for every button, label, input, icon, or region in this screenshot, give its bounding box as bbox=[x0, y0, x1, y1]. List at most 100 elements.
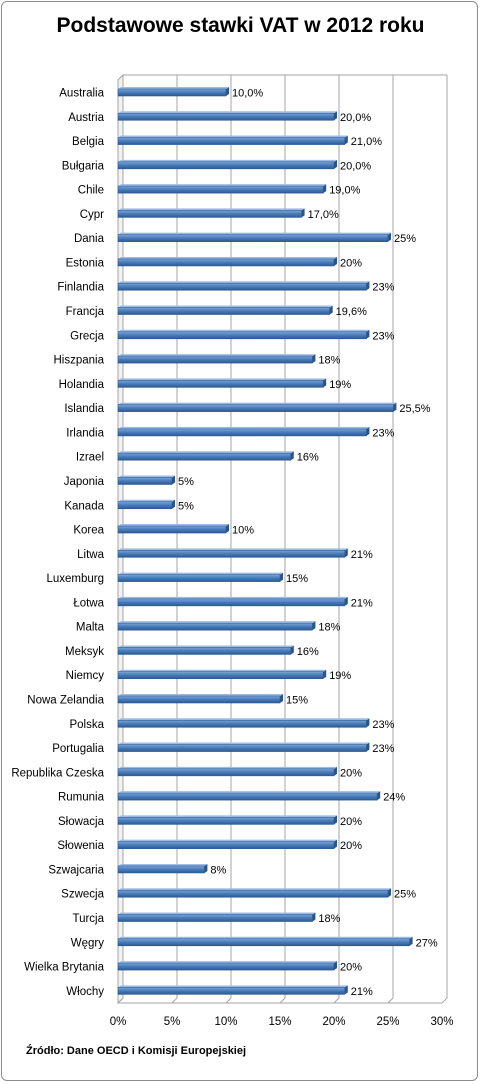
bar-top bbox=[118, 815, 337, 818]
data-label: 21,0% bbox=[351, 136, 382, 148]
bar bbox=[117, 647, 292, 655]
bar-side bbox=[323, 184, 327, 194]
bar bbox=[117, 550, 346, 558]
category-label: Luxemburg bbox=[46, 573, 104, 585]
category-label: Słowacja bbox=[58, 816, 105, 828]
category-label: Rumunia bbox=[58, 792, 105, 804]
bar-top bbox=[118, 426, 370, 429]
category-label: Kanada bbox=[64, 500, 104, 512]
bar bbox=[117, 598, 346, 607]
category-label: Węgry bbox=[71, 937, 104, 949]
bar-side bbox=[366, 742, 370, 752]
category-label: Litwa bbox=[77, 549, 104, 561]
data-label: 10% bbox=[232, 525, 254, 537]
category-label: Francja bbox=[66, 306, 105, 318]
data-label: 24% bbox=[383, 792, 405, 804]
bar-side bbox=[280, 572, 283, 582]
bar-side bbox=[344, 135, 348, 145]
bar-side bbox=[393, 402, 397, 412]
data-label: 5% bbox=[178, 500, 194, 512]
bar bbox=[117, 865, 205, 874]
bar-side bbox=[290, 645, 294, 655]
bar bbox=[117, 525, 227, 534]
x-tick-label: 25% bbox=[376, 1016, 399, 1028]
bar-top bbox=[118, 791, 381, 794]
bar-top bbox=[118, 961, 337, 964]
data-label: 20% bbox=[340, 257, 362, 269]
bar bbox=[117, 817, 335, 825]
bar-top bbox=[118, 621, 316, 624]
bar-top bbox=[118, 645, 294, 648]
bar-side bbox=[366, 718, 370, 728]
bar-top bbox=[118, 669, 327, 672]
data-label: 20% bbox=[340, 767, 362, 779]
category-label: Portugalia bbox=[52, 743, 104, 755]
bar-top bbox=[118, 402, 397, 405]
bar-top bbox=[118, 548, 348, 551]
category-label: Słowenia bbox=[57, 840, 104, 852]
category-label: Finlandia bbox=[57, 282, 104, 294]
category-label: Włochy bbox=[66, 986, 104, 998]
bar bbox=[117, 307, 330, 315]
source-note: Źródło: Dane OECD i Komisji Europejskiej bbox=[26, 1045, 247, 1057]
data-label: 17,0% bbox=[308, 209, 339, 221]
chart-title: Podstawowe stawki VAT w 2012 roku bbox=[56, 14, 425, 37]
bar-top bbox=[118, 766, 337, 769]
data-label: 20,0% bbox=[340, 160, 371, 172]
bar-top bbox=[118, 451, 294, 454]
gridline-floor bbox=[333, 997, 340, 1004]
bar-top bbox=[118, 596, 348, 599]
bar bbox=[117, 161, 335, 170]
bar-top bbox=[118, 281, 370, 284]
data-label: 20,0% bbox=[340, 112, 371, 124]
bar-side bbox=[388, 888, 391, 898]
bar bbox=[117, 987, 346, 995]
bar-side bbox=[329, 305, 333, 315]
bar-side bbox=[344, 548, 348, 558]
x-tick-label: 15% bbox=[268, 1016, 291, 1028]
bar-top bbox=[118, 524, 229, 527]
data-label: 23% bbox=[372, 427, 394, 439]
category-label: Niemcy bbox=[66, 670, 105, 682]
bar-side bbox=[172, 475, 175, 485]
bar-top bbox=[118, 572, 283, 575]
bar-top bbox=[118, 208, 305, 211]
bar bbox=[117, 768, 335, 777]
bar-side bbox=[366, 329, 370, 339]
category-label: Nowa Zelandia bbox=[27, 695, 104, 707]
bar-side bbox=[312, 621, 316, 631]
category-label: Chile bbox=[78, 185, 104, 197]
bar-top bbox=[118, 305, 333, 308]
bar bbox=[117, 234, 389, 242]
data-label: 19% bbox=[329, 379, 351, 391]
bar-top bbox=[118, 329, 370, 332]
data-label: 15% bbox=[286, 573, 308, 585]
bar-side bbox=[334, 839, 337, 849]
bar-top bbox=[118, 87, 229, 89]
data-label: 16% bbox=[297, 452, 319, 464]
bar bbox=[117, 914, 313, 922]
bar-top bbox=[118, 256, 337, 259]
data-label: 27% bbox=[416, 937, 438, 949]
gridline-floor bbox=[171, 997, 178, 1004]
data-label: 16% bbox=[297, 646, 319, 658]
bar-side bbox=[323, 378, 327, 388]
bar bbox=[117, 355, 313, 364]
bar bbox=[117, 695, 281, 704]
bar bbox=[117, 210, 302, 218]
data-label: 23% bbox=[372, 282, 394, 294]
data-label: 5% bbox=[178, 476, 194, 488]
category-label: Dania bbox=[74, 233, 105, 245]
bar bbox=[117, 404, 394, 412]
labels: 0% 5% 10% 15% 20% 25% 30% Australia 10,0% Austria… bbox=[11, 88, 453, 1029]
bar-side bbox=[280, 694, 283, 703]
bar-top bbox=[118, 888, 391, 891]
data-label: 20% bbox=[340, 816, 362, 828]
bar-top bbox=[118, 475, 175, 478]
bar-side bbox=[226, 87, 229, 96]
bar-side bbox=[409, 936, 413, 946]
bar-top bbox=[118, 159, 337, 162]
bar-top bbox=[118, 111, 337, 114]
bar bbox=[117, 477, 173, 485]
bar bbox=[117, 671, 324, 680]
